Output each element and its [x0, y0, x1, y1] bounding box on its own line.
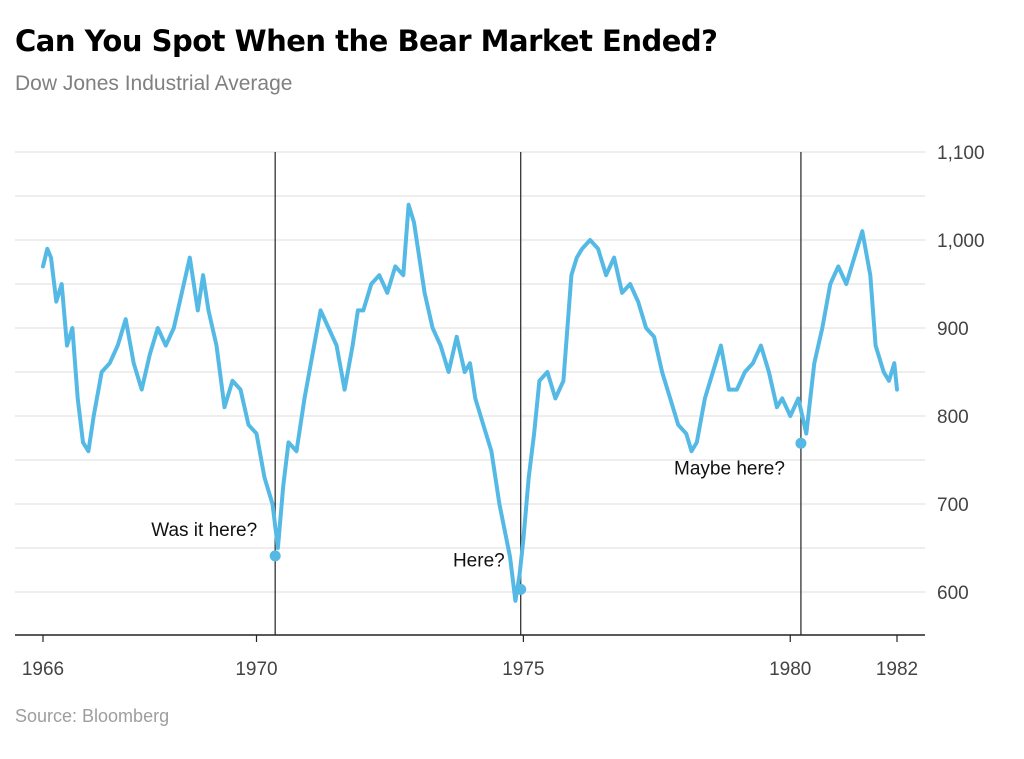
annotation-label: Was it here? [151, 520, 257, 541]
x-tick-label: 1966 [22, 659, 64, 680]
chart-subtitle: Dow Jones Industrial Average [15, 72, 293, 95]
y-tick-label: 900 [937, 319, 969, 340]
x-tick-label: 1970 [235, 659, 277, 680]
annotation-dot [269, 550, 281, 562]
y-tick-label: 700 [937, 495, 969, 516]
x-tick-label: 1980 [769, 659, 811, 680]
line-chart: 600 700 800 900 1,000 1,100 1966 1970 1975 1980 19… [15, 143, 985, 680]
y-tick-label: 800 [937, 407, 969, 428]
x-tick-label: 1975 [502, 659, 544, 680]
dow-jones-line [41, 202, 899, 603]
series-layer [41, 202, 899, 603]
annotation-label: Maybe here? [674, 458, 785, 479]
y-tick-label: 1,100 [937, 143, 985, 164]
axes: 600 700 800 900 1,000 1,100 1966 1970 1975 1980 19… [15, 143, 985, 680]
annotation-dot [795, 437, 807, 449]
annotation-label: Here? [453, 550, 505, 571]
annotation-dot [515, 583, 527, 595]
annotations: Was it here? Here? Maybe here? [151, 437, 807, 595]
x-tick-label: 1982 [876, 659, 918, 680]
y-tick-label: 600 [937, 583, 969, 604]
source-note: Source: Bloomberg [15, 706, 170, 726]
y-tick-label: 1,000 [937, 231, 985, 252]
chart-title: Can You Spot When the Bear Market Ended? [15, 24, 718, 58]
